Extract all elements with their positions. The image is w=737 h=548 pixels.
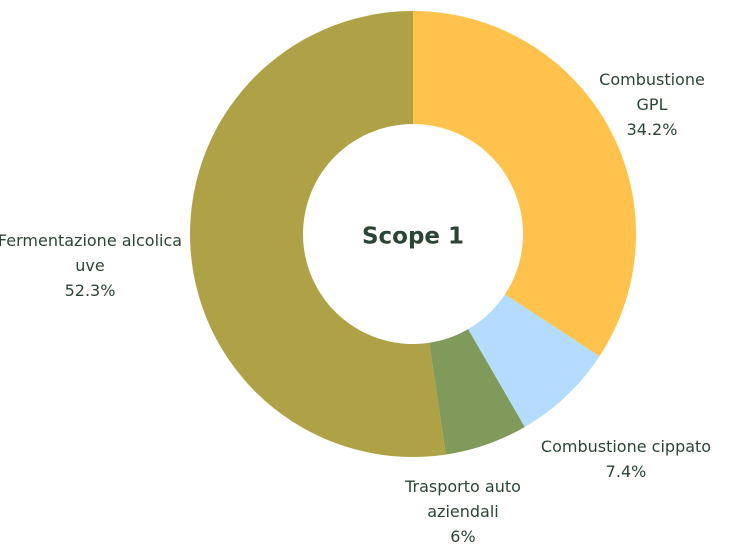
donut-slice xyxy=(468,294,600,427)
value-label: 34.2% xyxy=(626,120,678,139)
value-label: 52.3% xyxy=(64,281,116,300)
donut-slice xyxy=(429,329,525,455)
category-name: Combustione GPL xyxy=(599,70,705,114)
slice-label: Combustione GPL 34.2% xyxy=(597,67,707,142)
category-name: Fermentazione alcolica uve xyxy=(0,231,183,275)
slice-label: Combustione cippato 7.4% xyxy=(506,434,737,484)
category-name: Trasporto auto aziendali xyxy=(405,477,521,521)
chart-title: Scope 1 xyxy=(362,224,464,250)
slice-label: Fermentazione alcolica uve 52.3% xyxy=(0,228,185,303)
donut-slice xyxy=(413,11,636,357)
value-label: 7.4% xyxy=(605,462,647,481)
category-name: Combustione cippato xyxy=(540,437,712,456)
donut-slice xyxy=(190,11,446,457)
value-label: 6% xyxy=(450,527,476,546)
slice-label: Trasporto auto aziendali 6% xyxy=(378,474,548,548)
